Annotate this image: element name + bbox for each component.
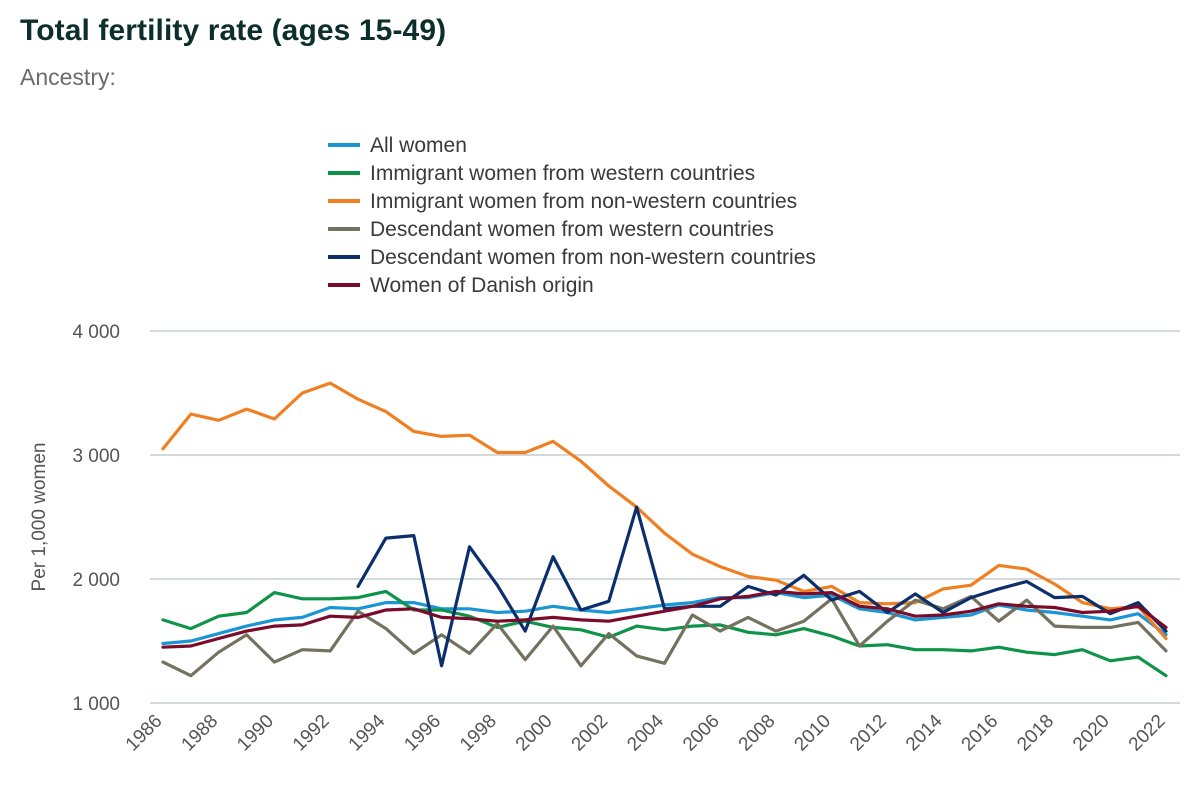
legend-label: Descendant women from non-western countr… [370, 246, 816, 269]
x-tick-label: 2014 [902, 710, 947, 755]
x-tick-label: 2016 [958, 711, 1003, 756]
x-tick-label: 2004 [623, 710, 668, 755]
y-tick-label: 4 000 [72, 322, 120, 343]
x-tick-label: 2022 [1125, 711, 1170, 756]
legend-label: Descendant women from western countries [370, 218, 774, 241]
x-tick-label: 1998 [456, 711, 501, 756]
x-tick-label: 1990 [233, 711, 278, 756]
x-tick-label: 2012 [846, 711, 891, 756]
x-tick-label: 1986 [122, 711, 167, 756]
x-tick-label: 2000 [512, 711, 557, 756]
series-line-women-of-danish-origin [161, 589, 1168, 649]
x-axis-ticks: 1986 1988 1990 1992 1994 1996 1998 2000 2002 2004… [122, 710, 1170, 755]
x-tick-label: 1996 [400, 711, 445, 756]
y-axis-label: Per 1,000 women [29, 443, 50, 592]
chart-title: Total fertility rate (ages 15-49) [20, 14, 447, 47]
x-tick-label: 2020 [1069, 711, 1114, 756]
x-tick-label: 1988 [178, 711, 223, 756]
y-tick-label: 2 000 [72, 570, 120, 591]
series-line-immigrant-women-from-non-western-countries [161, 381, 1168, 641]
y-tick-label: 1 000 [72, 694, 120, 715]
x-tick-label: 1992 [289, 711, 334, 756]
series-lines [161, 381, 1168, 678]
x-tick-label: 2008 [735, 711, 780, 756]
x-tick-label: 2002 [568, 711, 613, 756]
series-line-descendant-women-from-non-western-countries [356, 505, 1168, 668]
legend-label: Immigrant women from non-western countri… [370, 190, 797, 213]
x-tick-label: 2018 [1013, 711, 1058, 756]
legend-label: All women [370, 134, 467, 157]
y-axis-ticks: 1 000 2 000 3 000 4 000 [72, 322, 120, 715]
x-tick-label: 2010 [790, 711, 835, 756]
legend-label: Immigrant women from western countries [370, 162, 755, 185]
x-tick-label: 1994 [345, 710, 390, 755]
legend: All women Immigrant women from western co… [328, 134, 816, 297]
y-tick-label: 3 000 [72, 446, 120, 467]
chart-subtitle: Ancestry: [20, 64, 116, 90]
series-line-immigrant-women-from-western-countries [161, 589, 1168, 678]
x-tick-label: 2006 [679, 711, 724, 756]
legend-label: Women of Danish origin [370, 274, 594, 297]
gridlines [150, 330, 1180, 704]
series-line-descendant-women-from-western-countries [161, 594, 1168, 678]
